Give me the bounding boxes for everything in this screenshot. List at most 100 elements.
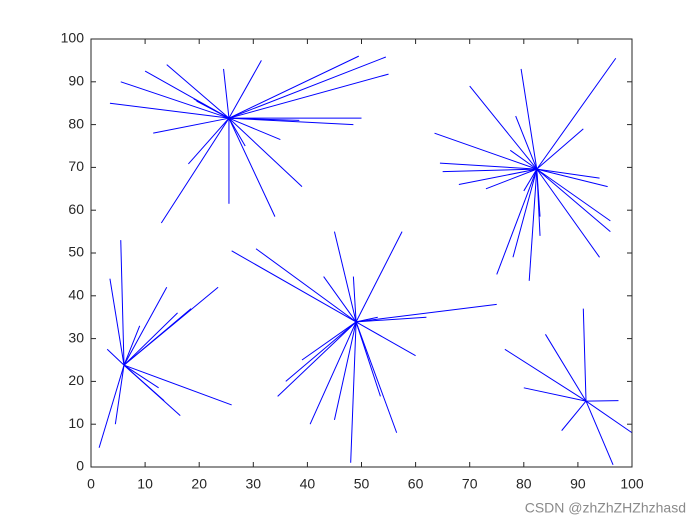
segment [301,321,357,361]
segment [442,168,537,173]
segment [496,168,538,275]
segment [228,117,246,147]
segment [536,168,600,179]
segment [536,128,584,170]
segment [523,168,538,192]
segment [585,400,614,466]
segment [123,364,165,402]
segment [582,308,587,402]
segment [98,364,125,448]
segment [123,325,141,366]
segment [277,321,357,397]
segment [153,117,230,134]
segment [109,278,125,366]
segment [333,231,357,323]
segment [228,117,303,188]
segment [123,308,192,366]
segment [520,68,538,170]
segment [285,321,357,382]
y-tick-label: 90 [68,73,84,89]
x-tick-label: 60 [408,476,424,492]
segment [523,387,587,402]
segment [188,117,230,165]
x-tick-label: 80 [516,476,532,492]
y-tick-label: 40 [68,287,84,303]
segment [536,168,600,258]
x-tick-label: 50 [354,476,370,492]
segment [231,250,357,323]
segment [109,102,230,119]
x-tick-label: 90 [570,476,586,492]
segment [528,169,538,281]
segment [536,57,617,170]
segment [469,85,538,170]
segment [356,303,497,323]
segment [123,286,168,366]
segment [160,117,230,224]
segment [434,132,537,170]
segment [228,60,262,119]
segment [355,316,378,323]
y-tick-label: 0 [76,458,84,474]
segment [255,248,357,323]
segment [458,168,537,186]
segment [228,117,281,141]
segment [228,117,300,121]
segment [561,400,587,431]
y-tick-label: 30 [68,329,84,345]
segment [355,321,381,397]
segment [536,168,608,188]
segment [439,162,537,170]
y-tick-label: 20 [68,372,84,388]
segment [120,81,230,119]
segment [585,400,633,434]
segment [228,117,276,217]
segment [536,168,611,222]
segment [504,348,587,402]
segment [352,276,357,322]
y-tick-label: 100 [61,30,85,46]
segment [512,168,538,258]
x-tick-label: 10 [137,476,153,492]
segment [355,231,403,323]
y-tick-label: 70 [68,158,84,174]
segment [228,55,360,119]
segment [114,365,125,425]
segment [223,68,230,119]
segment [228,56,387,119]
segment [166,64,230,119]
segment [356,316,427,323]
segment [536,168,611,232]
segment [123,364,159,389]
segment [355,321,398,433]
segment [323,276,357,323]
segment [515,115,538,170]
y-tick-label: 60 [68,201,84,217]
y-tick-label: 10 [68,415,84,431]
segment [123,312,178,366]
segment [536,169,541,217]
segment [228,73,389,119]
y-tick-label: 80 [68,115,84,131]
segment [350,321,357,463]
x-tick-label: 30 [246,476,262,492]
x-tick-label: 100 [620,476,644,492]
x-tick-label: 70 [462,476,478,492]
x-tick-label: 20 [191,476,207,492]
x-tick-label: 40 [300,476,316,492]
segment [120,240,125,366]
segment [123,364,232,406]
segment [485,168,537,190]
y-tick-label: 50 [68,244,84,260]
segment [509,149,538,170]
x-tick-label: 0 [87,476,95,492]
segment [355,321,416,357]
segment [545,334,587,402]
segment [309,321,357,425]
segment [333,321,357,421]
segment [106,348,125,366]
watermark: CSDN @zhZhZHZhzhasd [525,500,686,516]
